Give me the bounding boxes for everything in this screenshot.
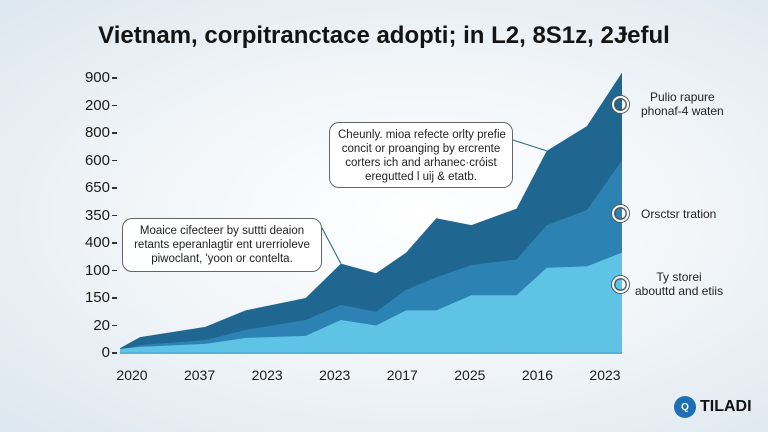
x-tick-label: 2025 bbox=[454, 367, 486, 383]
y-tick-mark bbox=[112, 297, 117, 299]
legend-label: Pulio rapure bbox=[650, 90, 715, 104]
y-tick-mark bbox=[112, 269, 117, 272]
chart-title: Vietnam, corpitranctace adopti; in L2, 8… bbox=[98, 22, 670, 49]
y-tick-mark bbox=[112, 214, 117, 217]
y-tick-mark bbox=[112, 77, 117, 79]
x-tick-label: 2020 bbox=[116, 367, 148, 383]
legend-marker-icon bbox=[612, 205, 629, 222]
legend-label: Orsctsr tration bbox=[641, 206, 717, 221]
annotation-left: Moaice cifecteer by suttti deaion retant… bbox=[122, 218, 322, 272]
x-axis-baseline bbox=[120, 352, 622, 354]
legend-item-light: Ty storei abouttd and etiis bbox=[612, 270, 723, 298]
legend-label: abouttd and etiis bbox=[635, 284, 724, 298]
y-tick-label: 400 bbox=[84, 234, 110, 251]
legend-item-medium: Orsctsr tration bbox=[612, 205, 716, 222]
annotation-left-line: piwoclant, 'yoon or contelta. bbox=[151, 253, 293, 265]
annotation-top-line: concit or proanging by ercrente bbox=[341, 143, 501, 155]
y-tick-mark bbox=[112, 187, 117, 189]
annotation-top: Cheunly. mioa refecte orlty prefie conci… bbox=[329, 122, 513, 188]
legend-marker-icon bbox=[612, 95, 629, 113]
x-tick-label: 2023 bbox=[589, 367, 621, 383]
area-series-0 bbox=[120, 252, 622, 353]
legend-marker-icon bbox=[612, 275, 629, 293]
y-tick-label: 650 bbox=[84, 179, 110, 196]
y-tick-label: 350 bbox=[84, 206, 110, 224]
x-tick-label: 2023 bbox=[319, 367, 351, 383]
y-tick-label: 100 bbox=[84, 261, 110, 279]
y-tick-label: 900 bbox=[84, 69, 110, 86]
y-tick-label: 600 bbox=[84, 151, 110, 169]
x-tick-label: 2016 bbox=[521, 367, 553, 383]
y-tick-mark bbox=[112, 159, 117, 162]
x-tick-label: 2017 bbox=[386, 367, 418, 383]
y-tick-label: 200 bbox=[84, 96, 110, 114]
logo-text: TILADI bbox=[700, 398, 752, 415]
brand-logo: Q TILADI bbox=[676, 398, 752, 416]
y-tick-mark bbox=[112, 132, 117, 134]
legend-item-dark: Pulio rapure phonaf-4 waten bbox=[612, 90, 724, 118]
annotation-top-line: corters ich and arhanec·cróist bbox=[345, 157, 497, 169]
x-tick-label: 2037 bbox=[183, 367, 216, 383]
annotation-left-line: Moaice cifecteer by suttti deaion bbox=[139, 225, 305, 237]
annotation-top-line: Cheunly. mioa refecte orlty prefie bbox=[338, 129, 506, 141]
x-tick-label: 2023 bbox=[251, 367, 283, 383]
annotation-top-leader bbox=[512, 139, 547, 152]
y-tick-label: 0 bbox=[101, 344, 110, 361]
y-tick-label: 20 bbox=[93, 316, 110, 334]
annotation-left-line: retants eperanlagtir ent urerrioleve bbox=[134, 239, 310, 251]
y-tick-mark bbox=[112, 324, 117, 327]
logo-gear-icon: Q bbox=[676, 398, 694, 416]
annotation-top-line: eregutted l uij & etatb. bbox=[365, 171, 477, 183]
annotation-left-leader bbox=[321, 227, 342, 264]
y-tick-mark bbox=[112, 352, 117, 354]
legend-label: phonaf-4 waten bbox=[641, 104, 724, 118]
y-tick-mark bbox=[112, 242, 117, 244]
y-tick-label: 150 bbox=[84, 289, 110, 306]
legend-label: Ty storei bbox=[656, 270, 702, 284]
y-tick-mark bbox=[112, 104, 117, 107]
y-tick-label: 800 bbox=[84, 124, 110, 141]
